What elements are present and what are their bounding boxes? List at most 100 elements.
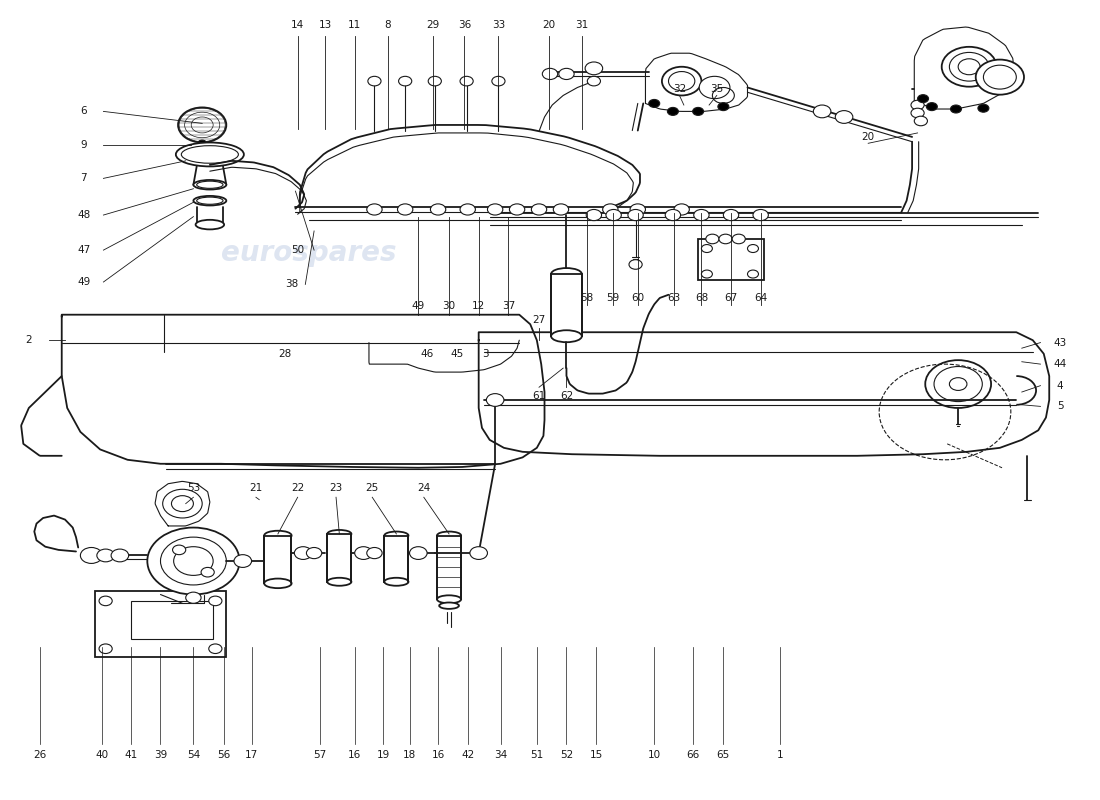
Ellipse shape <box>328 578 351 586</box>
Text: 43: 43 <box>1054 338 1067 347</box>
Circle shape <box>585 62 603 74</box>
Text: 32: 32 <box>673 84 686 94</box>
Text: 17: 17 <box>245 750 258 760</box>
Circle shape <box>209 596 222 606</box>
Text: 3: 3 <box>482 349 488 358</box>
Text: 21: 21 <box>250 482 263 493</box>
Circle shape <box>460 76 473 86</box>
Text: 59: 59 <box>606 293 619 303</box>
Polygon shape <box>914 27 1013 109</box>
Text: 27: 27 <box>532 315 546 326</box>
Ellipse shape <box>439 602 459 609</box>
Text: 33: 33 <box>492 20 505 30</box>
Text: 46: 46 <box>420 349 433 358</box>
Circle shape <box>367 76 381 86</box>
Text: 61: 61 <box>532 391 546 401</box>
Polygon shape <box>478 332 1049 456</box>
Ellipse shape <box>194 180 227 190</box>
Text: 40: 40 <box>96 750 109 760</box>
Circle shape <box>398 76 411 86</box>
Circle shape <box>409 546 427 559</box>
Circle shape <box>470 546 487 559</box>
Circle shape <box>366 547 382 558</box>
Circle shape <box>950 105 961 113</box>
Text: 16: 16 <box>348 750 361 760</box>
Text: 35: 35 <box>711 84 724 94</box>
Bar <box>384 535 408 582</box>
Circle shape <box>925 360 991 408</box>
Circle shape <box>976 59 1024 94</box>
Circle shape <box>666 210 681 221</box>
Ellipse shape <box>384 578 408 586</box>
Circle shape <box>397 204 412 215</box>
Ellipse shape <box>196 220 224 230</box>
Text: 25: 25 <box>365 482 378 493</box>
Bar <box>437 535 461 599</box>
Circle shape <box>630 204 646 215</box>
Text: 19: 19 <box>376 750 389 760</box>
Circle shape <box>186 592 201 603</box>
Text: 67: 67 <box>725 293 738 303</box>
Text: 29: 29 <box>426 20 439 30</box>
Text: 26: 26 <box>33 750 46 760</box>
Circle shape <box>911 100 924 110</box>
Circle shape <box>542 68 558 79</box>
Text: 49: 49 <box>77 277 90 287</box>
Circle shape <box>694 210 710 221</box>
Text: 6: 6 <box>80 106 87 117</box>
Ellipse shape <box>384 531 408 539</box>
Circle shape <box>702 270 713 278</box>
Text: 52: 52 <box>560 750 573 760</box>
Text: 22: 22 <box>292 482 305 493</box>
Text: 50: 50 <box>292 245 305 255</box>
Circle shape <box>700 76 730 98</box>
Ellipse shape <box>176 142 244 166</box>
Text: 5: 5 <box>1057 402 1064 411</box>
Text: 9: 9 <box>80 140 87 150</box>
Ellipse shape <box>437 595 461 603</box>
Circle shape <box>97 549 114 562</box>
Text: 14: 14 <box>292 20 305 30</box>
Circle shape <box>748 270 759 278</box>
Text: 13: 13 <box>318 20 332 30</box>
Ellipse shape <box>264 530 292 540</box>
Text: 44: 44 <box>1054 359 1067 369</box>
Polygon shape <box>155 482 210 526</box>
Text: 51: 51 <box>530 750 543 760</box>
Text: 39: 39 <box>154 750 167 760</box>
Text: 58: 58 <box>581 293 594 303</box>
Polygon shape <box>62 314 544 468</box>
Text: 64: 64 <box>754 293 768 303</box>
Circle shape <box>492 76 505 86</box>
Text: 63: 63 <box>668 293 681 303</box>
Text: 16: 16 <box>431 750 444 760</box>
Text: 24: 24 <box>417 482 430 493</box>
Circle shape <box>911 108 924 118</box>
Text: 57: 57 <box>314 750 327 760</box>
Circle shape <box>487 204 503 215</box>
Circle shape <box>198 140 207 146</box>
Text: 41: 41 <box>124 750 138 760</box>
Circle shape <box>586 210 602 221</box>
Text: 18: 18 <box>403 750 416 760</box>
Ellipse shape <box>551 268 582 280</box>
Text: 30: 30 <box>442 301 455 311</box>
Circle shape <box>460 204 475 215</box>
Text: 7: 7 <box>80 174 87 183</box>
Circle shape <box>603 204 618 215</box>
Circle shape <box>99 644 112 654</box>
Text: 37: 37 <box>502 301 515 311</box>
Text: 20: 20 <box>542 20 556 30</box>
Text: 1: 1 <box>777 750 783 760</box>
Circle shape <box>178 107 227 142</box>
Text: 8: 8 <box>384 20 390 30</box>
Circle shape <box>724 210 739 221</box>
Text: 36: 36 <box>458 20 471 30</box>
Circle shape <box>733 234 746 244</box>
Text: 42: 42 <box>461 750 474 760</box>
Text: eurospares: eurospares <box>221 238 396 266</box>
Circle shape <box>719 234 733 244</box>
Text: 56: 56 <box>218 750 231 760</box>
Circle shape <box>559 68 574 79</box>
Circle shape <box>531 204 547 215</box>
